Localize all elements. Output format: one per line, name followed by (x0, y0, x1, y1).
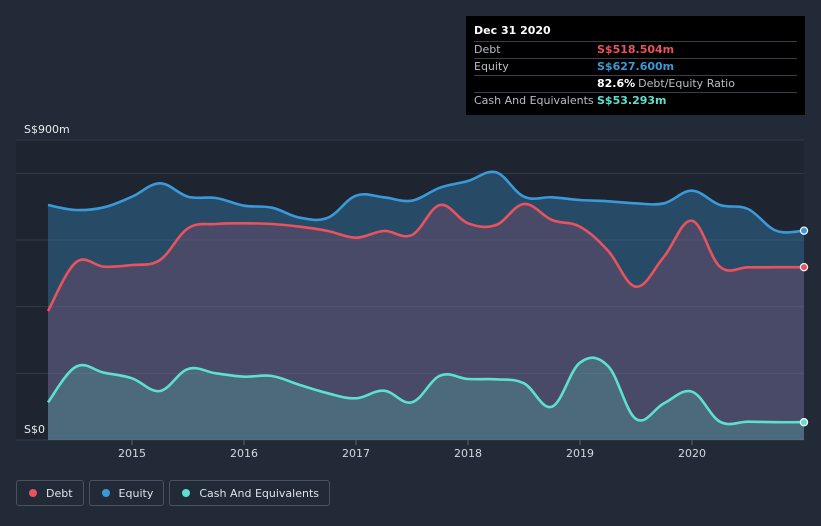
tooltip-row-ratio: 82.6% Debt/Equity Ratio (474, 75, 797, 92)
legend-item-cash[interactable]: Cash And Equivalents (169, 480, 330, 506)
chart-legend: Debt Equity Cash And Equivalents (16, 480, 330, 506)
chart-gridlines (16, 139, 804, 441)
tooltip-ratio-value: 82.6% (597, 77, 636, 90)
cash-and-equivalents-line (46, 356, 805, 426)
tooltip-debt-label: Debt (474, 43, 501, 56)
x-tick-label-2020: 2020 (678, 447, 706, 460)
tooltip-equity-value: S$627.600m (597, 60, 675, 73)
tooltip-date: Dec 31 2020 (474, 24, 551, 37)
y-axis-bottom-label: S$0 (24, 423, 45, 436)
tooltip-row-equity: Equity S$627.600m (474, 58, 797, 75)
legend-item-equity[interactable]: Equity (88, 480, 165, 506)
equity-end-marker (799, 226, 809, 235)
cash-and-equivalents-end-marker (799, 418, 809, 427)
debt-dot-icon (29, 489, 37, 497)
cash-dot-icon (182, 489, 191, 497)
chart-end-markers (799, 226, 809, 427)
debt-line (46, 202, 805, 312)
legend-equity-label: Equity (118, 486, 154, 500)
chart-lines (46, 170, 805, 426)
tooltip-row-debt: Debt S$518.504m (474, 41, 797, 58)
legend-item-debt[interactable]: Debt (16, 480, 84, 506)
x-tick-label-2019: 2019 (566, 447, 594, 460)
chart-areas (48, 171, 804, 440)
legend-cash-label: Cash And Equivalents (199, 486, 319, 500)
x-tick-label-2017: 2017 (342, 447, 370, 460)
debt-area (48, 203, 804, 440)
hover-tooltip: Dec 31 2020 Debt S$518.504m Equity S$627… (466, 16, 805, 115)
tooltip-equity-label: Equity (474, 60, 509, 73)
equity-dot-icon (101, 489, 110, 497)
tooltip-ratio-label: Debt/Equity Ratio (638, 77, 735, 90)
x-tick-label-2018: 2018 (454, 447, 482, 460)
y-axis-top-label: S$900m (24, 123, 70, 136)
equity-area (48, 171, 804, 440)
x-axis-ticks: 2015 2016 2017 2018 2019 2020 (118, 440, 706, 460)
tooltip-cash-value: S$53.293m (597, 94, 667, 107)
debt-end-marker (799, 262, 809, 272)
tooltip-debt-value: S$518.504m (597, 43, 675, 56)
plot-area (16, 140, 804, 440)
x-tick-label-2015: 2015 (118, 447, 146, 460)
tooltip-cash-label: Cash And Equivalents (474, 94, 594, 107)
x-tick-label-2016: 2016 (230, 447, 258, 460)
tooltip-row-cash: Cash And Equivalents S$53.293m (474, 92, 797, 109)
equity-line (47, 170, 805, 234)
legend-debt-label: Debt (46, 486, 73, 500)
